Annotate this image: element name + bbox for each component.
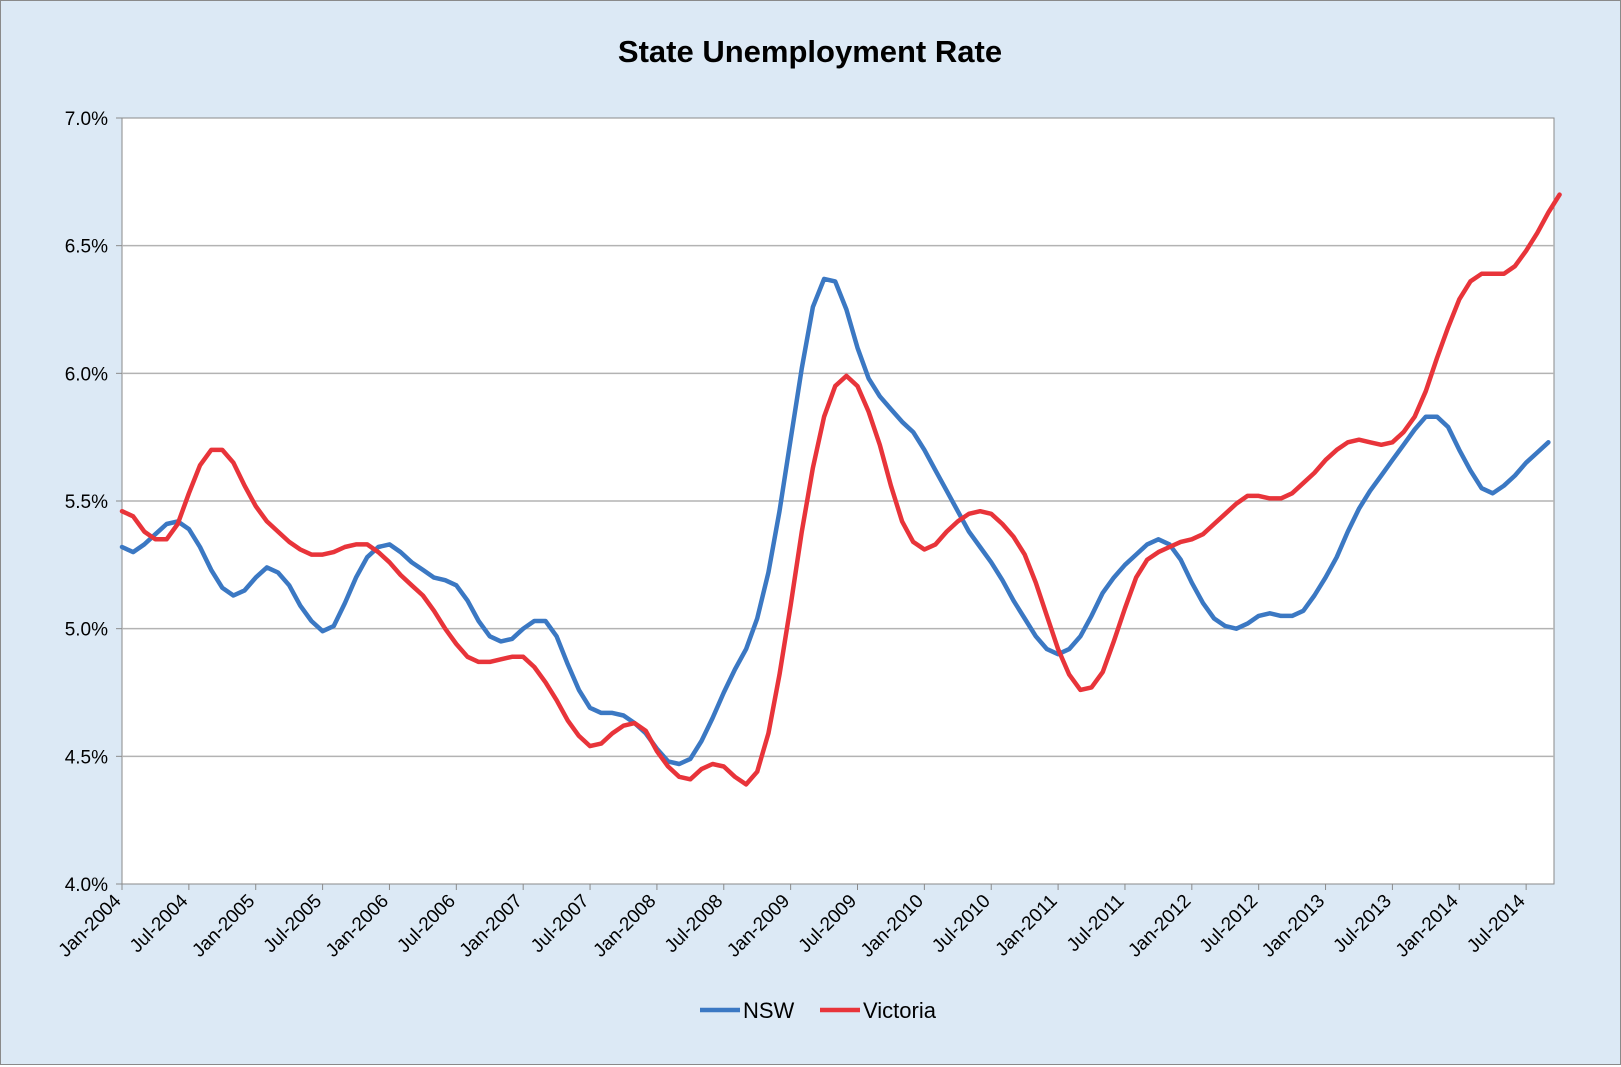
x-tick-label: Jul-2005 [260,891,326,957]
x-tick-label: Jul-2008 [661,891,727,957]
y-tick-label: 7.0% [65,109,108,130]
x-tick-label: Jan-2004 [55,890,126,961]
legend-label-victoria: Victoria [863,998,937,1023]
series-line-nsw [119,276,1551,767]
legend: NSW Victoria [700,998,937,1023]
x-tick-label: Jan-2012 [1124,891,1195,962]
y-tick-label: 5.5% [65,492,108,513]
x-tick-label: Jul-2004 [126,890,193,957]
x-tick-label: Jan-2010 [857,891,928,962]
x-tick-label: Jul-2012 [1196,891,1262,957]
x-tick-label: Jan-2014 [1392,890,1463,961]
x-tick-label: Jan-2011 [992,891,1062,961]
x-tick-label: Jul-2011 [1063,891,1128,956]
x-tick-label: Jul-2007 [527,891,593,957]
x-tick-label: Jul-2010 [928,891,994,957]
gridlines [122,244,1554,758]
y-tick-label: 4.5% [65,747,108,768]
y-tick-label: 4.0% [65,875,108,896]
y-axis: 4.0% 4.5% 5.0% 5.5% 6.0% 6.5% 7.0% [65,109,122,896]
y-tick-label: 5.0% [65,620,108,641]
y-tick-label: 6.0% [65,364,108,385]
x-tick-label: Jul-2013 [1330,891,1396,957]
x-tick-label: Jul-2009 [795,891,861,957]
y-tick-label: 6.5% [65,237,108,258]
legend-label-nsw: NSW [743,998,795,1023]
series-lines [119,192,1562,787]
x-tick-label: Jan-2013 [1258,891,1329,962]
x-tick-label: Jul-2006 [393,891,459,957]
series-line-victoria [119,192,1562,787]
x-tick-label: Jan-2008 [590,891,661,962]
x-tick-label: Jan-2005 [188,891,259,962]
x-tick-label: Jan-2006 [322,891,393,962]
x-tick-label: Jan-2009 [723,891,794,962]
x-tick-label: Jan-2007 [456,891,527,962]
x-tick-label: Jul-2014 [1463,890,1530,957]
chart-title: State Unemployment Rate [618,34,1002,69]
